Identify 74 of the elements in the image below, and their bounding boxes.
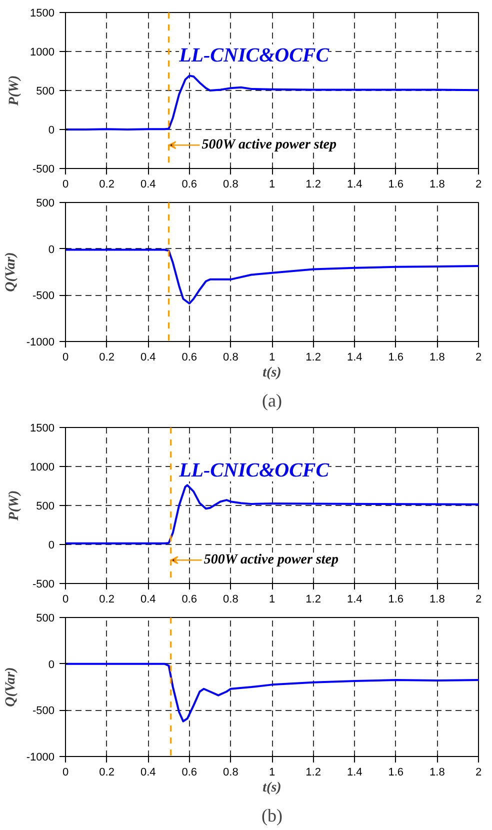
x-tick-label: 1.4 bbox=[346, 352, 362, 364]
x-tick-label: 1.2 bbox=[306, 594, 321, 606]
x-tick-label: 0.6 bbox=[182, 352, 198, 364]
annotation: 500W active power step bbox=[204, 552, 339, 568]
x-tick-label: 1.2 bbox=[306, 766, 321, 778]
y-tick-label: 0 bbox=[48, 124, 55, 136]
x-tick-label: 0 bbox=[62, 766, 69, 778]
x-tick-label: 0.6 bbox=[182, 594, 198, 606]
x-tick-label: 1.4 bbox=[346, 178, 362, 190]
y-axis-title: Q(Var) bbox=[3, 252, 18, 292]
x-tick-label: 0.2 bbox=[99, 178, 114, 190]
x-axis-title: t(s) bbox=[262, 780, 282, 796]
x-tick-label: 0.2 bbox=[99, 594, 114, 606]
y-tick-label: 1000 bbox=[30, 46, 55, 58]
y-tick-label: 0 bbox=[48, 244, 55, 256]
x-tick-label: 2 bbox=[475, 594, 482, 606]
x-tick-label: 1.4 bbox=[346, 766, 362, 778]
y-tick-label: -500 bbox=[32, 705, 55, 718]
x-tick-label: 1.6 bbox=[388, 352, 404, 364]
x-tick-label: 2 bbox=[475, 352, 482, 364]
x-tick-label: 1.6 bbox=[388, 594, 404, 606]
x-tick-label: 0.6 bbox=[182, 178, 198, 190]
annotation: 500W active power step bbox=[202, 138, 336, 153]
x-tick-label: 0.6 bbox=[182, 766, 198, 778]
y-tick-label: -500 bbox=[32, 164, 55, 176]
x-tick-label: 0.8 bbox=[223, 594, 238, 606]
y-axis-title: P(W) bbox=[7, 490, 22, 521]
x-tick-label: 1.8 bbox=[430, 766, 445, 778]
y-axis-title: P(W) bbox=[7, 75, 22, 106]
x-tick-label: 1.6 bbox=[388, 178, 404, 190]
y-tick-label: 1500 bbox=[30, 422, 55, 434]
x-tick-label: 0 bbox=[62, 178, 69, 190]
x-tick-label: 0.4 bbox=[140, 766, 156, 778]
x-tick-label: 0.8 bbox=[223, 352, 238, 364]
x-tick-label: 1.6 bbox=[388, 766, 404, 778]
y-tick-label: 500 bbox=[36, 198, 55, 210]
x-tick-label: 0.8 bbox=[223, 766, 238, 778]
x-tick-label: 1 bbox=[268, 766, 276, 778]
x-tick-label: 1.2 bbox=[306, 178, 321, 190]
x-tick-label: 1 bbox=[268, 594, 276, 606]
y-tick-label: 0 bbox=[48, 540, 55, 552]
x-tick-label: 1 bbox=[268, 352, 276, 364]
x-tick-label: 1.8 bbox=[430, 352, 445, 364]
y-tick-label: 500 bbox=[36, 86, 55, 98]
x-tick-label: 0.2 bbox=[99, 352, 114, 364]
x-axis-title: t(s) bbox=[262, 366, 282, 380]
x-tick-label: 0.4 bbox=[140, 352, 156, 364]
x-tick-label: 0.2 bbox=[99, 766, 114, 778]
x-tick-label: 1.2 bbox=[306, 352, 321, 364]
x-tick-label: 1.4 bbox=[346, 594, 362, 606]
x-tick-label: 2 bbox=[475, 178, 482, 190]
x-tick-label: 0.8 bbox=[223, 178, 238, 190]
x-tick-label: 0.4 bbox=[140, 594, 156, 606]
y-tick-label: -1000 bbox=[26, 336, 55, 348]
y-tick-label: -1000 bbox=[26, 752, 55, 764]
text: (a) bbox=[262, 390, 282, 410]
y-tick-label: 500 bbox=[36, 612, 55, 624]
x-tick-label: 0 bbox=[62, 352, 69, 364]
y-tick-label: 500 bbox=[36, 500, 55, 512]
x-tick-label: 1.8 bbox=[430, 594, 445, 606]
y-tick-label: 0 bbox=[48, 658, 55, 671]
x-tick-label: 1 bbox=[268, 178, 276, 190]
y-tick-label: 1500 bbox=[30, 8, 55, 20]
annotation: LL-CNIC&OCFC bbox=[178, 44, 330, 66]
y-tick-label: -500 bbox=[32, 290, 55, 302]
x-tick-label: 0.4 bbox=[140, 178, 156, 190]
text: (b) bbox=[262, 806, 283, 826]
x-tick-label: 1.8 bbox=[430, 178, 445, 190]
x-tick-label: 2 bbox=[475, 766, 482, 778]
y-axis-title: Q(Var) bbox=[3, 667, 18, 707]
y-tick-label: 1000 bbox=[30, 462, 55, 474]
annotation: LL-CNIC&OCFC bbox=[178, 459, 330, 482]
x-tick-label: 0 bbox=[62, 594, 69, 606]
y-tick-label: -500 bbox=[32, 578, 55, 590]
